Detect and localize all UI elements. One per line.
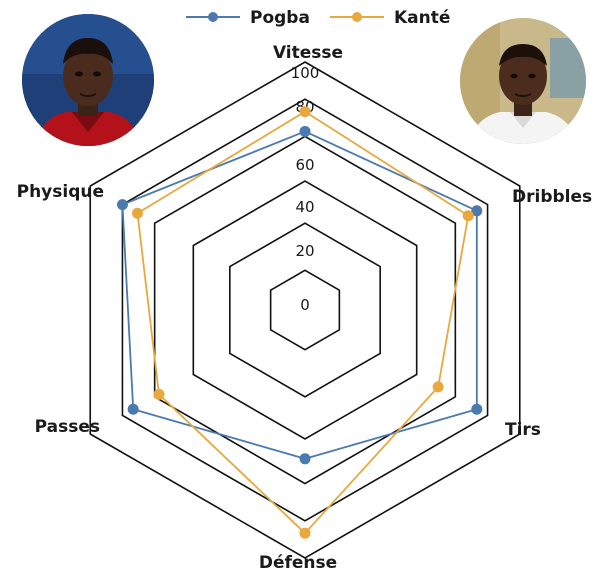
data-point-kanté-1: [462, 210, 474, 222]
legend: Pogba Kanté: [186, 8, 450, 28]
axis-label-5: Physique: [17, 182, 104, 202]
data-point-kanté-4: [153, 388, 165, 400]
data-point-kanté-0: [299, 106, 311, 118]
legend-label-pogba: Pogba: [250, 8, 310, 28]
tick-label-60: 60: [295, 156, 314, 174]
data-point-kanté-5: [131, 207, 143, 219]
axis-label-2: Tirs: [505, 420, 541, 440]
data-point-pogba-5: [116, 199, 128, 211]
grid-ring-1: [229, 222, 381, 398]
axis-labels: Vitesse Dribbles Tirs Défense Passes Physique: [17, 43, 593, 573]
data-point-pogba-0: [299, 125, 311, 137]
pogba-photo: [22, 14, 154, 146]
axis-label-0: Vitesse: [273, 43, 343, 63]
legend-label-kante: Kanté: [394, 8, 450, 28]
grid-rings: [89, 61, 521, 559]
grid-ring-0: [269, 269, 341, 351]
series-line-kanté: [136, 110, 470, 535]
grid-ring-5: [89, 61, 521, 559]
legend-marker-pogba: [208, 12, 218, 22]
data-point-pogba-1: [471, 205, 483, 217]
kante-portrait-icon: [460, 18, 586, 144]
legend-marker-kante: [352, 12, 362, 22]
tick-label-40: 40: [295, 198, 314, 216]
tick-label-20: 20: [295, 242, 314, 260]
series-layer: [116, 106, 483, 539]
pogba-portrait-icon: [22, 14, 154, 146]
data-point-pogba-3: [299, 453, 311, 465]
axis-label-3: Défense: [259, 553, 337, 573]
data-point-kanté-2: [432, 381, 444, 393]
grid-ring-3: [153, 135, 457, 485]
data-point-pogba-4: [127, 403, 139, 415]
data-point-pogba-2: [471, 403, 483, 415]
grid-ring-2: [192, 180, 418, 440]
kante-photo: [460, 18, 586, 144]
axis-label-1: Dribbles: [512, 187, 592, 207]
tick-label-100: 100: [291, 64, 320, 82]
axis-label-4: Passes: [35, 417, 100, 437]
tick-label-0: 0: [300, 296, 310, 314]
data-point-kanté-3: [299, 527, 311, 539]
